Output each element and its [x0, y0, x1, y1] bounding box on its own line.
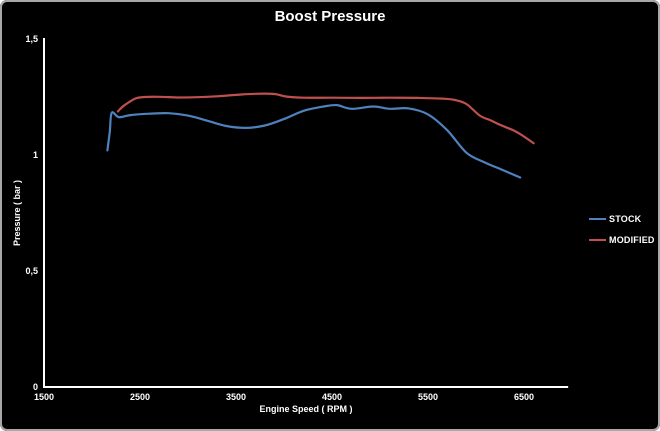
x-axis-title: Engine Speed ( RPM ) [259, 404, 353, 414]
stock-line-swatch [589, 217, 606, 221]
legend-item-modified: MODIFIED [589, 235, 655, 245]
y-axis-title: Pressure ( bar ) [12, 179, 22, 247]
x-tick-label: 1500 [33, 392, 55, 402]
x-tick-label: 2500 [129, 392, 151, 402]
chart-title: Boost Pressure [274, 8, 386, 25]
x-tick-label: 6500 [513, 392, 535, 402]
legend-item-stock: STOCK [589, 214, 655, 224]
x-tick-label: 3500 [225, 392, 247, 402]
y-tick-label: 0,5 [25, 266, 38, 276]
modified-line-swatch [589, 238, 606, 242]
legend: STOCK MODIFIED [589, 214, 655, 245]
legend-label-stock: STOCK [609, 214, 642, 224]
x-tick-label: 5500 [417, 392, 439, 402]
x-tick-label: 4500 [321, 392, 343, 402]
legend-label-modified: MODIFIED [609, 235, 655, 245]
y-tick-label: 1 [32, 150, 38, 160]
modified-series-line [116, 92, 535, 145]
stock-series-line [106, 103, 522, 179]
y-tick-label: 1,5 [25, 34, 38, 44]
y-tick-label: 0 [32, 382, 38, 392]
